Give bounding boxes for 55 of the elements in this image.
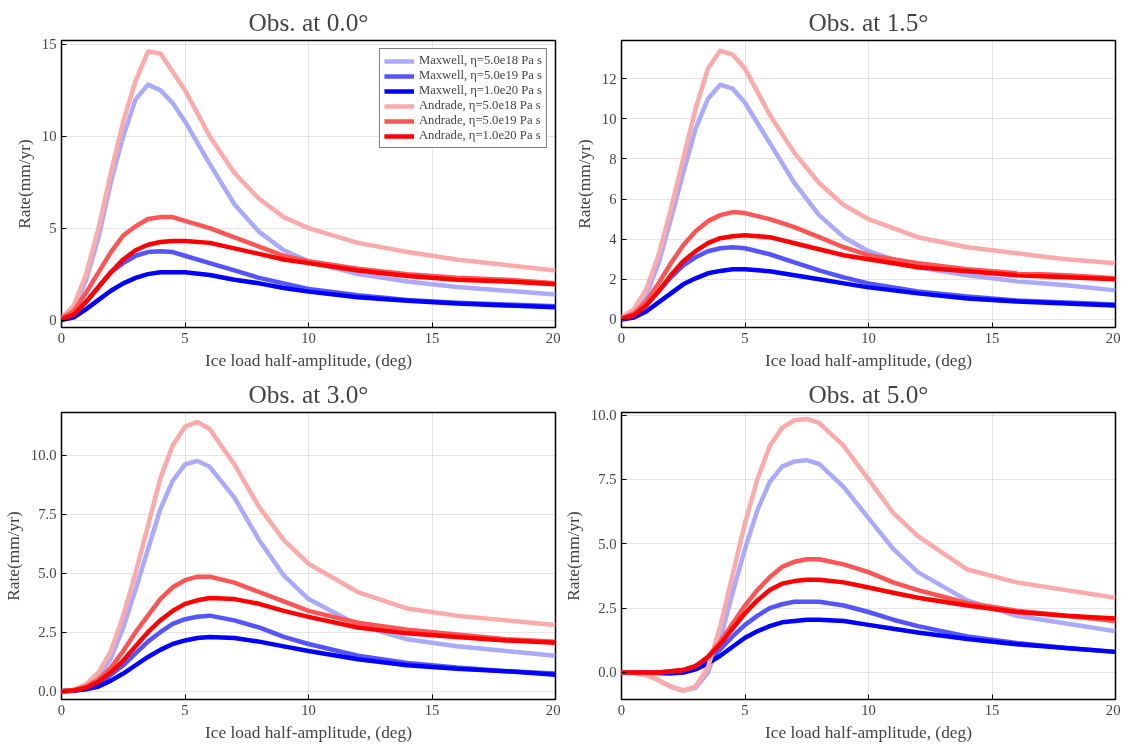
x-tick-label: 10	[861, 329, 876, 346]
y-tick-label: 10	[601, 110, 617, 127]
y-tick-label: 0.0	[598, 664, 617, 681]
x-tick-label: 5	[181, 329, 189, 346]
legend-label: Andrade, η=1.0e20 Pa s	[418, 128, 541, 143]
chart-title: Obs. at 0.0°	[248, 7, 369, 36]
legend-label: Maxwell, η=5.0e19 Pa s	[418, 68, 542, 83]
y-tick-label: 2	[609, 271, 617, 288]
y-tick-label: 2.5	[598, 600, 617, 617]
x-axis-title: Ice load half-amplitude, (deg)	[765, 722, 973, 742]
x-tick-label: 10	[301, 329, 316, 346]
legend-label: Maxwell, η=1.0e20 Pa s	[418, 83, 542, 98]
y-tick-label: 10	[41, 128, 57, 145]
y-tick-label: 12	[601, 70, 617, 87]
x-tick-label: 15	[984, 701, 1000, 718]
x-tick-label: 15	[424, 329, 440, 346]
x-tick-label: 5	[741, 329, 749, 346]
legend-label: Maxwell, η=5.0e18 Pa s	[418, 53, 542, 68]
y-tick-label: 7.5	[598, 471, 617, 488]
y-tick-label: 10.0	[590, 407, 617, 424]
y-tick-label: 8	[609, 150, 617, 167]
legend-label: Andrade, η=5.0e18 Pa s	[418, 98, 541, 113]
chart-title: Obs. at 1.5°	[808, 7, 929, 36]
x-tick-label: 5	[741, 701, 749, 718]
y-tick-label: 0	[609, 311, 617, 328]
y-tick-label: 5.0	[38, 565, 57, 582]
y-tick-label: 10.0	[30, 447, 57, 464]
x-tick-label: 10	[861, 701, 876, 718]
legend-label: Andrade, η=5.0e19 Pa s	[418, 113, 541, 128]
y-axis-title: Rate(mm/yr)	[563, 511, 583, 601]
x-tick-label: 20	[545, 701, 561, 718]
y-tick-label: 2.5	[38, 624, 57, 641]
y-tick-label: 0	[49, 312, 57, 329]
y-axis-title: Rate(mm/yr)	[3, 511, 23, 601]
y-tick-label: 15	[41, 36, 57, 53]
y-tick-label: 4	[609, 231, 618, 248]
x-axis-title: Ice load half-amplitude, (deg)	[205, 722, 413, 742]
y-tick-label: 0.0	[38, 683, 57, 700]
x-tick-label: 20	[545, 329, 561, 346]
y-axis-title: Rate(mm/yr)	[14, 139, 34, 229]
x-tick-label: 15	[424, 701, 440, 718]
y-tick-label: 5	[49, 220, 57, 237]
y-tick-label: 5.0	[598, 535, 617, 552]
x-tick-label: 20	[1105, 329, 1121, 346]
x-tick-label: 5	[181, 701, 189, 718]
y-tick-label: 7.5	[38, 506, 57, 523]
y-tick-label: 6	[609, 191, 617, 208]
x-axis-title: Ice load half-amplitude, (deg)	[765, 350, 973, 370]
y-axis-title: Rate(mm/yr)	[574, 139, 594, 229]
x-tick-label: 10	[301, 701, 316, 718]
chart-title: Obs. at 5.0°	[808, 379, 929, 408]
x-axis-title: Ice load half-amplitude, (deg)	[205, 350, 413, 370]
x-tick-label: 20	[1105, 701, 1121, 718]
x-tick-label: 15	[984, 329, 1000, 346]
chart-title: Obs. at 3.0°	[248, 379, 369, 408]
